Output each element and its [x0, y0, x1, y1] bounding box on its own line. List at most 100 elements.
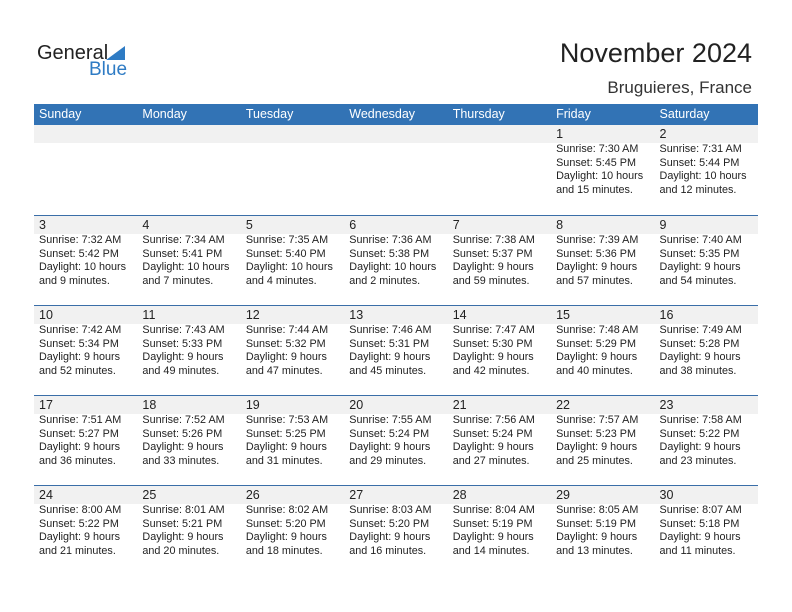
daylight-text: Daylight: 9 hours	[245, 351, 327, 363]
sunrise-text: Sunrise: 7:44 AM	[245, 324, 329, 336]
day-cell	[344, 125, 447, 215]
day-cell: 14 Sunrise: 7:47 AM Sunset: 5:30 PM Dayligh…	[448, 306, 551, 395]
daylight-text: and 20 minutes.	[142, 544, 220, 557]
sunset-text: Sunset: 5:24 PM	[452, 427, 533, 440]
daylight-text: and 18 minutes.	[245, 544, 323, 557]
daylight-text: and 12 minutes.	[659, 183, 737, 196]
week-row: 24 Sunrise: 8:00 AM Sunset: 5:22 PM Dayligh…	[34, 485, 758, 575]
sun-info: Sunrise: 8:02 AM Sunset: 5:20 PM Daylight:…	[246, 504, 344, 558]
day-number: 10	[39, 308, 53, 322]
day-number: 25	[142, 488, 157, 502]
sunrise-text: Sunrise: 7:30 AM	[556, 143, 639, 155]
sun-info: Sunrise: 7:55 AM Sunset: 5:24 PM Daylight:…	[349, 414, 447, 468]
sun-info: Sunrise: 8:00 AM Sunset: 5:22 PM Daylight:…	[39, 504, 137, 558]
sunset-text: Sunset: 5:29 PM	[556, 337, 636, 350]
day-number: 27	[349, 488, 364, 502]
week-row: 17 Sunrise: 7:51 AM Sunset: 5:27 PM Dayligh…	[34, 395, 758, 485]
sunset-text: Sunset: 5:35 PM	[659, 247, 740, 260]
day-number: 16	[659, 308, 674, 322]
daylight-text: Daylight: 9 hours	[349, 441, 431, 453]
daylight-text: Daylight: 9 hours	[142, 441, 224, 453]
daylight-text: Daylight: 9 hours	[349, 531, 431, 543]
daylight-text: Daylight: 9 hours	[556, 261, 638, 273]
daylight-text: and 38 minutes.	[659, 364, 737, 377]
day-cell: 21 Sunrise: 7:56 AM Sunset: 5:24 PM Dayligh…	[448, 396, 551, 485]
sunset-text: Sunset: 5:37 PM	[452, 247, 533, 260]
day-cell	[241, 125, 344, 215]
sunset-text: Sunset: 5:26 PM	[142, 427, 223, 440]
sunrise-text: Sunrise: 8:05 AM	[556, 504, 639, 516]
daylight-text: Daylight: 10 hours	[39, 261, 127, 273]
sunrise-text: Sunrise: 7:39 AM	[556, 234, 639, 246]
daylight-text: Daylight: 9 hours	[349, 351, 431, 363]
sunrise-text: Sunrise: 7:35 AM	[245, 234, 329, 246]
sunset-text: Sunset: 5:25 PM	[245, 427, 326, 440]
day-cell: 12 Sunrise: 7:44 AM Sunset: 5:32 PM Dayligh…	[241, 306, 344, 395]
sunrise-text: Sunrise: 7:51 AM	[39, 414, 122, 426]
day-number: 30	[659, 488, 674, 502]
sunrise-text: Sunrise: 8:02 AM	[245, 504, 329, 516]
day-cell: 18 Sunrise: 7:52 AM Sunset: 5:26 PM Dayligh…	[137, 396, 240, 485]
page-title: November 2024	[559, 38, 752, 68]
day-cell: 27 Sunrise: 8:03 AM Sunset: 5:20 PM Dayligh…	[344, 486, 447, 575]
weekday-header: Sunday Monday Tuesday Wednesday Thursday Frid…	[34, 104, 758, 125]
day-number: 1	[556, 127, 564, 141]
daylight-text: and 52 minutes.	[39, 364, 116, 377]
calendar-grid: 1 Sunrise: 7:30 AM Sunset: 5:45 PM Daylight…	[34, 125, 758, 575]
weekday-wednesday: Wednesday	[349, 107, 416, 121]
sunrise-text: Sunrise: 7:36 AM	[349, 234, 432, 246]
daylight-text: Daylight: 9 hours	[452, 261, 534, 273]
sunset-text: Sunset: 5:28 PM	[659, 337, 740, 350]
week-row: 1 Sunrise: 7:30 AM Sunset: 5:45 PM Daylight…	[34, 125, 758, 215]
daylight-text: Daylight: 9 hours	[245, 531, 327, 543]
logo-triangle-icon	[106, 46, 125, 60]
sun-info: Sunrise: 8:07 AM Sunset: 5:18 PM Daylight:…	[660, 504, 758, 558]
day-number: 28	[452, 488, 467, 502]
daylight-text: and 7 minutes.	[142, 274, 214, 287]
daylight-text: and 59 minutes.	[452, 274, 530, 287]
day-number: 14	[452, 308, 467, 322]
daylight-text: and 45 minutes.	[349, 364, 427, 377]
date-band	[34, 396, 758, 414]
daylight-text: Daylight: 10 hours	[142, 261, 230, 273]
date-band	[34, 125, 758, 143]
daylight-text: and 11 minutes.	[659, 544, 736, 557]
daylight-text: and 40 minutes.	[556, 364, 633, 377]
day-cell: 29 Sunrise: 8:05 AM Sunset: 5:19 PM Dayligh…	[551, 486, 654, 575]
logo-word-blue: Blue	[89, 59, 128, 80]
daylight-text: and 2 minutes.	[349, 274, 421, 287]
sunset-text: Sunset: 5:27 PM	[39, 427, 119, 440]
day-number: 13	[349, 308, 364, 322]
day-cell: 16 Sunrise: 7:49 AM Sunset: 5:28 PM Dayligh…	[655, 306, 758, 395]
date-band	[34, 216, 758, 234]
day-cell: 7 Sunrise: 7:38 AM Sunset: 5:37 PM Daylight…	[448, 216, 551, 305]
sunrise-text: Sunrise: 8:04 AM	[452, 504, 535, 516]
sun-info: Sunrise: 7:51 AM Sunset: 5:27 PM Daylight:…	[39, 414, 137, 468]
daylight-text: Daylight: 9 hours	[452, 441, 534, 453]
sun-info: Sunrise: 7:31 AM Sunset: 5:44 PM Daylight:…	[660, 143, 758, 197]
day-number: 11	[142, 308, 156, 322]
daylight-text: and 57 minutes.	[556, 274, 633, 287]
day-number: 15	[556, 308, 571, 322]
sun-info: Sunrise: 7:48 AM Sunset: 5:29 PM Daylight:…	[556, 324, 654, 378]
day-number: 3	[39, 218, 46, 232]
daylight-text: and 14 minutes.	[452, 544, 530, 557]
day-cell: 6 Sunrise: 7:36 AM Sunset: 5:38 PM Daylight…	[344, 216, 447, 305]
day-cell	[448, 125, 551, 215]
week-row: 10 Sunrise: 7:42 AM Sunset: 5:34 PM Dayligh…	[34, 305, 758, 395]
location: Bruguieres, France	[607, 78, 752, 97]
sunset-text: Sunset: 5:22 PM	[39, 517, 119, 530]
sunset-text: Sunset: 5:40 PM	[245, 247, 326, 260]
sunrise-text: Sunrise: 7:55 AM	[349, 414, 432, 426]
daylight-text: and 13 minutes.	[556, 544, 633, 557]
sunset-text: Sunset: 5:24 PM	[349, 427, 430, 440]
weekday-thursday: Thursday	[452, 107, 505, 121]
day-number: 5	[245, 218, 253, 232]
sunrise-text: Sunrise: 8:01 AM	[142, 504, 225, 516]
logo-word-general: General	[37, 42, 109, 64]
sunset-text: Sunset: 5:33 PM	[142, 337, 223, 350]
day-cell: 23 Sunrise: 7:58 AM Sunset: 5:22 PM Dayligh…	[655, 396, 758, 485]
sunset-text: Sunset: 5:20 PM	[349, 517, 430, 530]
day-cell: 8 Sunrise: 7:39 AM Sunset: 5:36 PM Daylight…	[551, 216, 654, 305]
daylight-text: Daylight: 9 hours	[452, 351, 534, 363]
